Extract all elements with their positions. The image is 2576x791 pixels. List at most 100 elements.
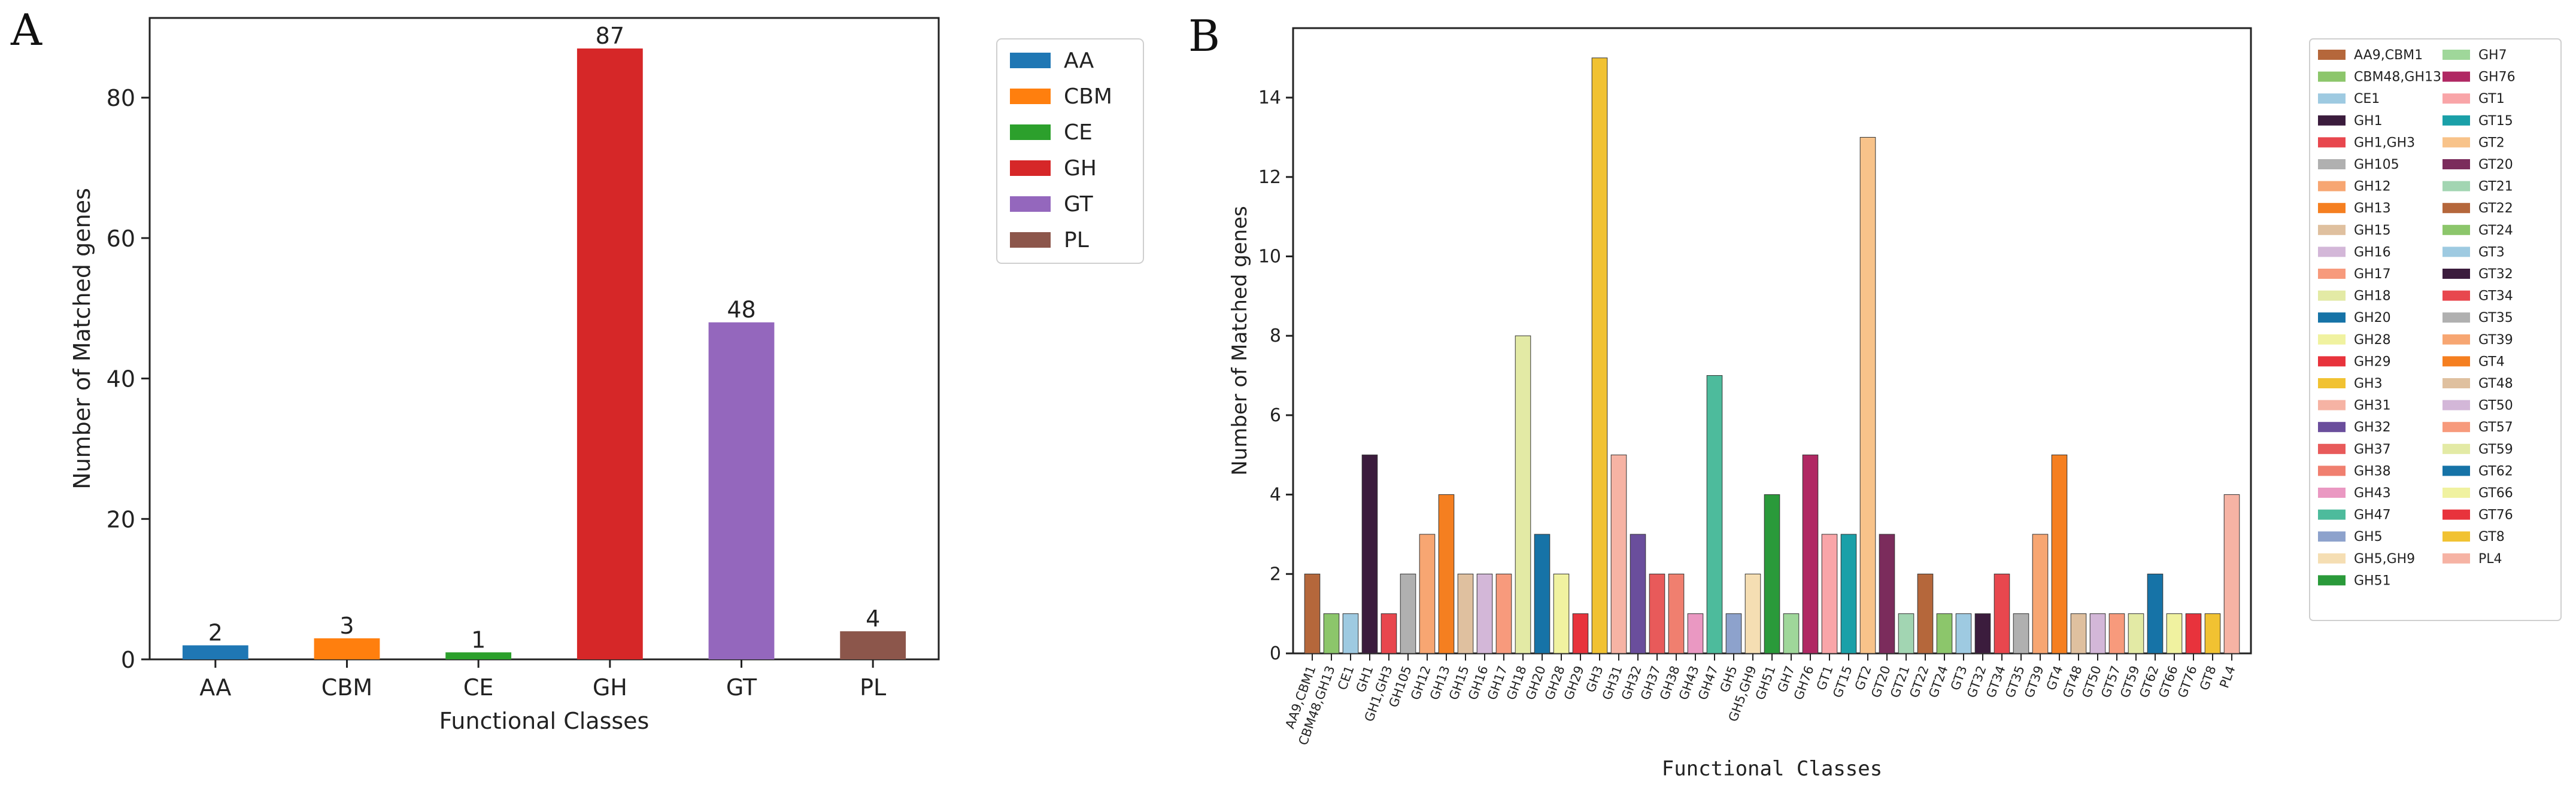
legend-label: PL4 bbox=[2478, 552, 2502, 567]
legend-label: GT39 bbox=[2478, 333, 2513, 348]
bar bbox=[314, 638, 380, 659]
legend-label: GT32 bbox=[2478, 267, 2513, 282]
legend-label: GH51 bbox=[2354, 573, 2391, 588]
y-tick-label: 4 bbox=[1270, 485, 1281, 506]
y-tick-label: 0 bbox=[121, 647, 135, 673]
legend-label: GH43 bbox=[2354, 486, 2391, 501]
legend-label: GT59 bbox=[2478, 442, 2513, 457]
legend-swatch bbox=[2443, 290, 2470, 301]
legend-swatch bbox=[2318, 443, 2346, 454]
legend-swatch bbox=[2318, 247, 2346, 257]
x-tick-label: GT8 bbox=[2197, 664, 2219, 692]
legend-label: GT21 bbox=[2478, 180, 2513, 194]
legend-swatch bbox=[2318, 334, 2346, 345]
data-label: 1 bbox=[471, 626, 486, 653]
legend-label: GT4 bbox=[2478, 354, 2505, 369]
legend-label: GH12 bbox=[2354, 180, 2391, 194]
panel-b-legend bbox=[2309, 38, 2562, 621]
bar bbox=[1591, 57, 1608, 654]
legend-swatch bbox=[1010, 232, 1051, 248]
legend-swatch bbox=[2443, 312, 2470, 323]
legend-swatch bbox=[2443, 115, 2470, 126]
legend-swatch bbox=[2443, 466, 2470, 476]
legend-swatch bbox=[1010, 89, 1051, 104]
bar bbox=[2204, 613, 2221, 654]
bar bbox=[1476, 573, 1493, 654]
x-tick-label: AA bbox=[199, 674, 231, 701]
bar bbox=[1955, 613, 1972, 654]
legend-label: GT3 bbox=[2478, 245, 2505, 260]
legend-label: GH32 bbox=[2354, 420, 2391, 435]
x-tick-label: CBM bbox=[321, 674, 372, 701]
bar bbox=[1304, 573, 1321, 654]
bar bbox=[2051, 454, 2068, 654]
legend-swatch bbox=[2318, 181, 2346, 191]
legend-swatch bbox=[2443, 93, 2470, 104]
y-tick-label: 14 bbox=[1258, 87, 1281, 108]
legend-swatch bbox=[2443, 137, 2470, 148]
bar bbox=[1630, 534, 1646, 654]
legend-label: GH15 bbox=[2354, 223, 2391, 238]
bar bbox=[2108, 613, 2125, 654]
bar bbox=[1859, 136, 1876, 654]
legend-label: GH bbox=[1064, 156, 1097, 181]
bar bbox=[2166, 613, 2183, 654]
legend-swatch bbox=[2318, 159, 2346, 169]
y-tick-label: 60 bbox=[107, 226, 135, 252]
legend-label: GT76 bbox=[2478, 508, 2513, 523]
legend-swatch bbox=[2318, 269, 2346, 279]
legend-label: CE1 bbox=[2354, 92, 2380, 107]
panel-a-chart: 0 20 40 60 80 2 AA 3 CBM 1 CE 87 GH 48 GT 4 PL Functional… bbox=[69, 17, 1144, 734]
bar bbox=[1380, 613, 1397, 654]
legend-label: GT48 bbox=[2478, 376, 2513, 391]
legend-swatch bbox=[1010, 196, 1051, 212]
legend-swatch bbox=[2318, 553, 2346, 564]
y-tick-label: 2 bbox=[1270, 564, 1281, 585]
legend-label: GH7 bbox=[2478, 48, 2507, 63]
y-tick-label: 0 bbox=[1270, 643, 1281, 664]
legend-label: GH76 bbox=[2478, 70, 2516, 85]
legend-label: GH1,GH3 bbox=[2354, 135, 2415, 150]
bar bbox=[1610, 454, 1627, 654]
legend-swatch bbox=[1010, 124, 1051, 140]
x-tick-label: PL4 bbox=[2217, 664, 2238, 690]
x-tick-label: GT bbox=[726, 674, 757, 701]
legend-label: GT50 bbox=[2478, 398, 2513, 413]
legend-swatch bbox=[2443, 378, 2470, 388]
legend-swatch bbox=[2443, 334, 2470, 345]
bar bbox=[1879, 534, 1895, 654]
legend-swatch bbox=[2318, 137, 2346, 148]
bar bbox=[2128, 613, 2144, 654]
bar bbox=[2223, 494, 2240, 654]
legend-label: GH16 bbox=[2354, 245, 2391, 260]
legend-swatch bbox=[2318, 115, 2346, 126]
bar bbox=[1917, 573, 1934, 654]
bar bbox=[1687, 613, 1704, 654]
legend-swatch bbox=[2318, 203, 2346, 214]
legend-label: GH20 bbox=[2354, 311, 2391, 325]
bar bbox=[2147, 573, 2164, 654]
bar bbox=[708, 322, 775, 659]
legend-label: GH47 bbox=[2354, 508, 2391, 523]
legend-label: AA bbox=[1064, 48, 1094, 73]
legend-swatch bbox=[2443, 509, 2470, 520]
legend-label: GH28 bbox=[2354, 333, 2391, 348]
y-tick-label: 12 bbox=[1258, 167, 1281, 188]
data-label: 3 bbox=[339, 613, 354, 639]
legend-swatch bbox=[2443, 71, 2470, 82]
bar bbox=[1974, 613, 1991, 654]
legend-label: GT20 bbox=[2478, 157, 2513, 172]
bar bbox=[840, 631, 906, 659]
bar bbox=[1515, 335, 1531, 654]
legend-label: AA9,CBM1 bbox=[2354, 48, 2423, 63]
legend-label: GT8 bbox=[2478, 530, 2505, 544]
data-label: 87 bbox=[596, 23, 624, 49]
y-tick-label: 80 bbox=[107, 85, 135, 111]
y-axis-label: Number of Matched genes bbox=[1228, 206, 1252, 476]
legend-label: GH1 bbox=[2354, 114, 2383, 129]
legend-label: GH13 bbox=[2354, 201, 2391, 216]
bar bbox=[2013, 613, 2029, 654]
legend-swatch bbox=[2443, 531, 2470, 542]
bar bbox=[2185, 613, 2202, 654]
legend-label: GT66 bbox=[2478, 486, 2513, 501]
